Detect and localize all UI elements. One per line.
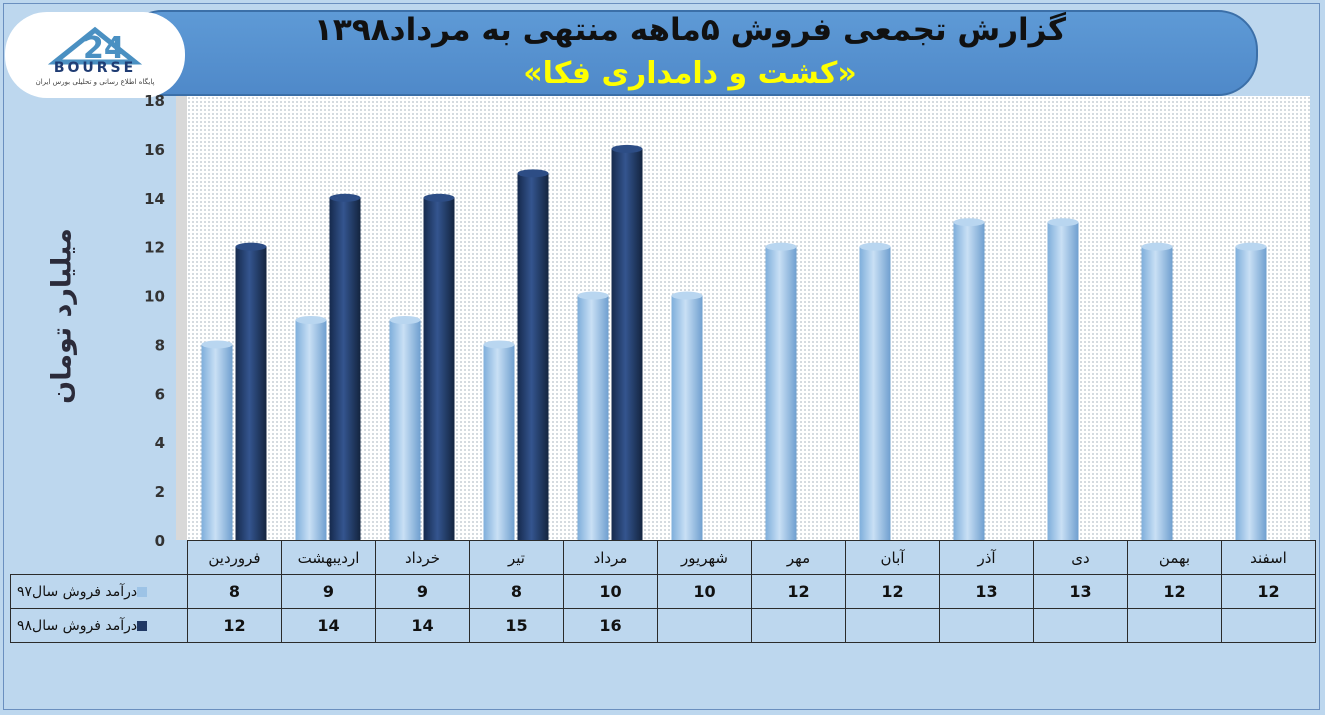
- x-tick-label: خرداد: [375, 540, 470, 575]
- legend-entry: درآمد فروش سال۹۷: [10, 574, 188, 609]
- data-label: [1033, 608, 1128, 643]
- y-tick-label: 6: [155, 385, 165, 403]
- title-banner: [122, 10, 1258, 96]
- data-label: 16: [563, 608, 658, 643]
- x-tick-label: آذر: [939, 540, 1034, 575]
- bar-98: [517, 169, 549, 541]
- bourse-logo: 24: [5, 12, 185, 98]
- data-label: [939, 608, 1034, 643]
- logo-tagline: پایگاه اطلاع رسانی و تحلیلی بورس ایران: [35, 78, 155, 86]
- y-tick-label: 4: [155, 434, 165, 452]
- x-tick-label: بهمن: [1127, 540, 1222, 575]
- y-tick-label: 2: [155, 483, 165, 501]
- plot-area: [187, 96, 1310, 540]
- bar-97: [671, 291, 703, 540]
- logo-text: BOURSE: [53, 60, 137, 76]
- bar-97: [483, 340, 515, 540]
- data-label: 9: [375, 574, 470, 609]
- data-table: فروردین اردیبهشت خرداد تیر مرداد شهریور مهر آبا…: [10, 540, 1316, 643]
- svg-text:24: 24: [83, 31, 125, 66]
- data-label: 10: [563, 574, 658, 609]
- x-tick-label: دی: [1033, 540, 1128, 575]
- data-label: 14: [281, 608, 376, 643]
- data-label: 9: [281, 574, 376, 609]
- y-tick-label: 8: [155, 336, 165, 354]
- x-tick-label: تیر: [469, 540, 564, 575]
- x-tick-label: فروردین: [187, 540, 282, 575]
- bar-97: [1235, 242, 1267, 540]
- bar-97: [765, 242, 797, 540]
- bar-98: [611, 144, 643, 540]
- data-label: 12: [751, 574, 846, 609]
- chart-side-wall: [176, 96, 188, 540]
- table-row: فروردین اردیبهشت خرداد تیر مرداد شهریور مهر آبا…: [10, 540, 1316, 575]
- table-row: درآمد فروش سال۹۷ 8 9 9 8 10 10 12 12 13 13 12 12: [10, 574, 1316, 609]
- data-label: 14: [375, 608, 470, 643]
- x-tick-label: اردیبهشت: [281, 540, 376, 575]
- data-label: 8: [187, 574, 282, 609]
- y-tick-label: 10: [144, 288, 165, 306]
- y-tick-label: 12: [144, 239, 165, 257]
- x-tick-label: مهر: [751, 540, 846, 575]
- legend-key-icon: [137, 586, 148, 597]
- y-tick-label: 14: [144, 190, 165, 208]
- legend-label: درآمد فروش سال۹۷: [17, 583, 138, 600]
- data-label: [657, 608, 752, 643]
- y-tick-label: 16: [144, 141, 165, 159]
- bar-98: [423, 193, 455, 540]
- x-tick-label: آبان: [845, 540, 940, 575]
- data-label: 8: [469, 574, 564, 609]
- data-label: 15: [469, 608, 564, 643]
- bar-98: [329, 193, 361, 540]
- data-label: 10: [657, 574, 752, 609]
- x-tick-label: مرداد: [563, 540, 658, 575]
- legend-label: درآمد فروش سال۹۸: [17, 617, 138, 634]
- data-label: 12: [845, 574, 940, 609]
- data-label: 12: [1221, 574, 1316, 609]
- data-label: 13: [939, 574, 1034, 609]
- table-corner: [10, 540, 188, 575]
- chart-title: گزارش تجمعی فروش ۵ماهه منتهی به مرداد۱۳۹…: [313, 12, 1066, 48]
- y-tick-label: 18: [144, 92, 165, 110]
- bar-97: [1141, 242, 1173, 540]
- bar-97: [1047, 218, 1079, 540]
- data-label: 12: [1127, 574, 1222, 609]
- table-row: درآمد فروش سال۹۸ 12 14 14 15 16: [10, 608, 1316, 643]
- bar-97: [577, 291, 609, 540]
- data-label: [1127, 608, 1222, 643]
- chart-subtitle: «کشت و دامداری فکا»: [523, 56, 857, 91]
- data-label: 12: [187, 608, 282, 643]
- data-label: [845, 608, 940, 643]
- legend-key-icon: [137, 620, 148, 631]
- bar-98: [235, 242, 267, 540]
- legend-entry: درآمد فروش سال۹۸: [10, 608, 188, 643]
- data-label: 13: [1033, 574, 1128, 609]
- x-tick-label: اسفند: [1221, 540, 1316, 575]
- logo-mark-icon: 24: [47, 26, 143, 66]
- bar-97: [201, 340, 233, 540]
- x-tick-label: شهریور: [657, 540, 752, 575]
- bar-97: [295, 316, 327, 540]
- data-label: [751, 608, 846, 643]
- bar-97: [389, 316, 421, 540]
- bar-97: [859, 242, 891, 540]
- data-label: [1221, 608, 1316, 643]
- bar-97: [953, 218, 985, 540]
